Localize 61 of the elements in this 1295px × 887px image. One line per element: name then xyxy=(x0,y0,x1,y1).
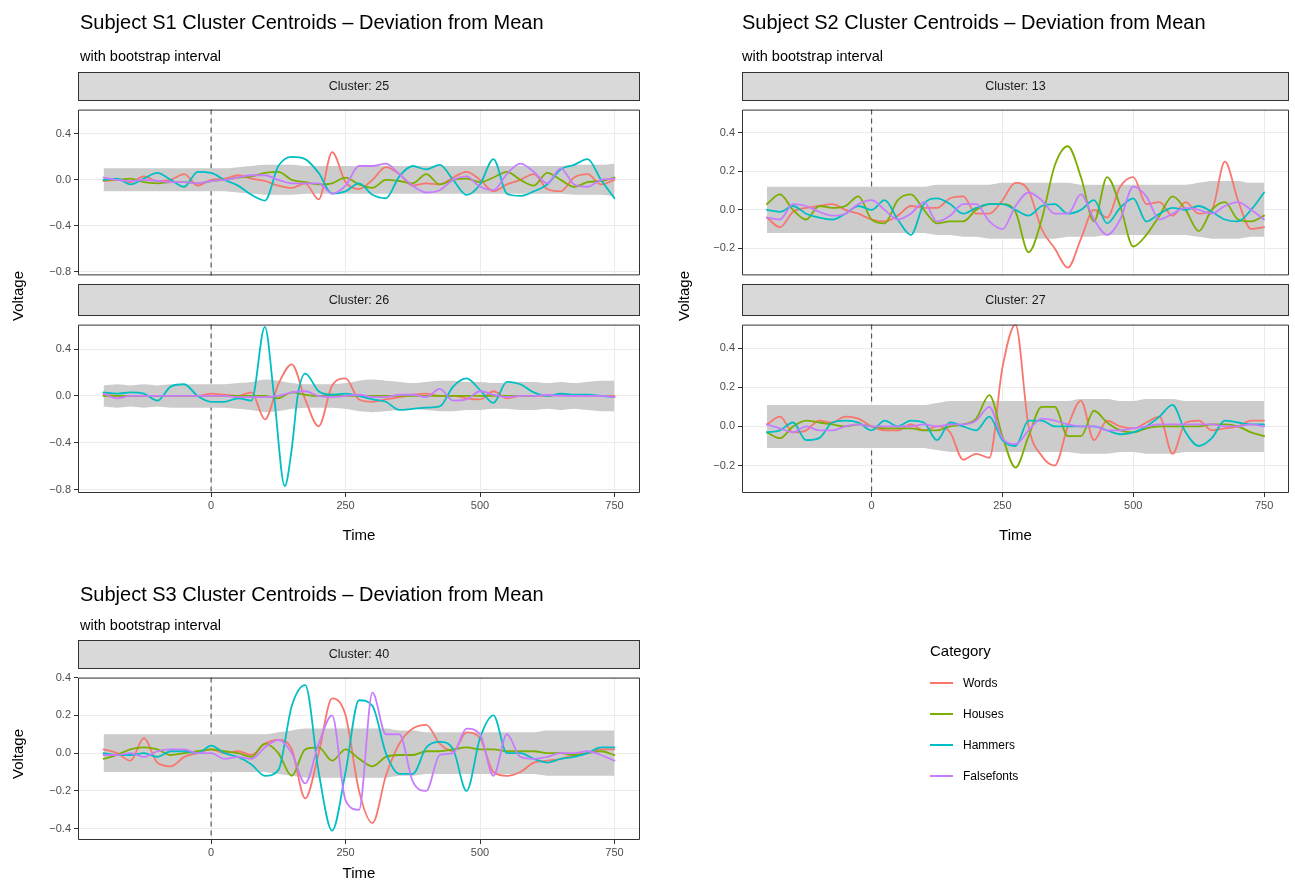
x-tick-label: 750 xyxy=(1254,498,1274,511)
x-tick-label: 500 xyxy=(470,498,490,511)
legend-label: Hammers xyxy=(963,737,1016,752)
x-axis-title: Time xyxy=(342,864,376,882)
y-axis-title: Voltage xyxy=(9,270,27,324)
y-tick-label: 0.4 xyxy=(55,342,71,355)
legend-label: Houses xyxy=(963,706,1004,721)
line-series xyxy=(102,388,616,402)
x-tick-label: 0 xyxy=(868,498,875,511)
x-tick-label: 0 xyxy=(208,845,215,858)
x-tick-label: 750 xyxy=(605,845,624,858)
y-tick-label: 0.4 xyxy=(719,341,735,354)
line-series xyxy=(765,324,1266,467)
y-tick-label: 0.0 xyxy=(55,388,71,401)
y-tick-label: 0.4 xyxy=(719,125,735,138)
text: Cluster: 25 xyxy=(78,72,640,101)
text: Cluster: 26 xyxy=(78,284,640,316)
y-tick-label: −0.4 xyxy=(49,821,71,834)
y-tick-label: −0.8 xyxy=(49,264,71,277)
legend-label: Words xyxy=(963,675,998,690)
y-tick-label: −0.2 xyxy=(713,458,735,471)
text: Cluster: 27 xyxy=(742,284,1289,316)
y-tick-label: 0.0 xyxy=(719,202,735,215)
y-tick-label: 0.0 xyxy=(55,746,71,759)
chart-title: Subject S1 Cluster Centroids – Deviation from Mean xyxy=(80,10,544,34)
x-tick-label: 250 xyxy=(336,845,355,858)
x-axis-title: Time xyxy=(999,526,1032,544)
chart-subtitle: with bootstrap interval xyxy=(80,616,222,634)
y-tick-label: 0.2 xyxy=(719,380,735,393)
y-tick-label: −0.8 xyxy=(49,482,71,495)
x-tick-label: 250 xyxy=(993,498,1012,511)
y-tick-label: 0.0 xyxy=(55,172,71,185)
x-tick-label: 250 xyxy=(336,498,355,511)
line-series xyxy=(765,160,1266,269)
y-tick-label: −0.2 xyxy=(49,783,71,796)
legend-label: Falsefonts xyxy=(963,768,1019,783)
chart-subtitle: with bootstrap interval xyxy=(80,47,222,65)
chart-subtitle: with bootstrap interval xyxy=(742,47,884,65)
y-axis-title: Voltage xyxy=(675,270,693,324)
chart-title: Subject S3 Cluster Centroids – Deviation from Mean xyxy=(80,582,544,606)
text: Cluster: 13 xyxy=(742,72,1289,101)
y-tick-label: −0.4 xyxy=(49,218,71,231)
line-series xyxy=(102,742,616,777)
y-tick-label: 0.2 xyxy=(719,164,735,177)
chart-title: Subject S2 Cluster Centroids – Deviation from Mean xyxy=(742,10,1206,34)
text: Cluster: 40 xyxy=(78,640,640,669)
x-tick-label: 0 xyxy=(208,498,215,511)
y-tick-label: 0.2 xyxy=(55,708,71,721)
x-tick-label: 500 xyxy=(470,845,490,858)
x-tick-label: 500 xyxy=(1124,498,1143,511)
y-tick-label: 0.4 xyxy=(55,126,71,139)
x-axis-title: Time xyxy=(342,526,376,544)
line-series xyxy=(765,145,1266,254)
x-tick-label: 750 xyxy=(605,498,624,511)
y-axis-title: Voltage xyxy=(9,728,27,782)
y-tick-label: −0.4 xyxy=(49,435,71,448)
legend-title: Category xyxy=(930,642,992,659)
y-tick-label: −0.2 xyxy=(713,241,735,254)
y-tick-label: 0.4 xyxy=(55,670,71,683)
y-tick-label: 0.0 xyxy=(719,419,735,432)
line-series xyxy=(765,394,1266,469)
